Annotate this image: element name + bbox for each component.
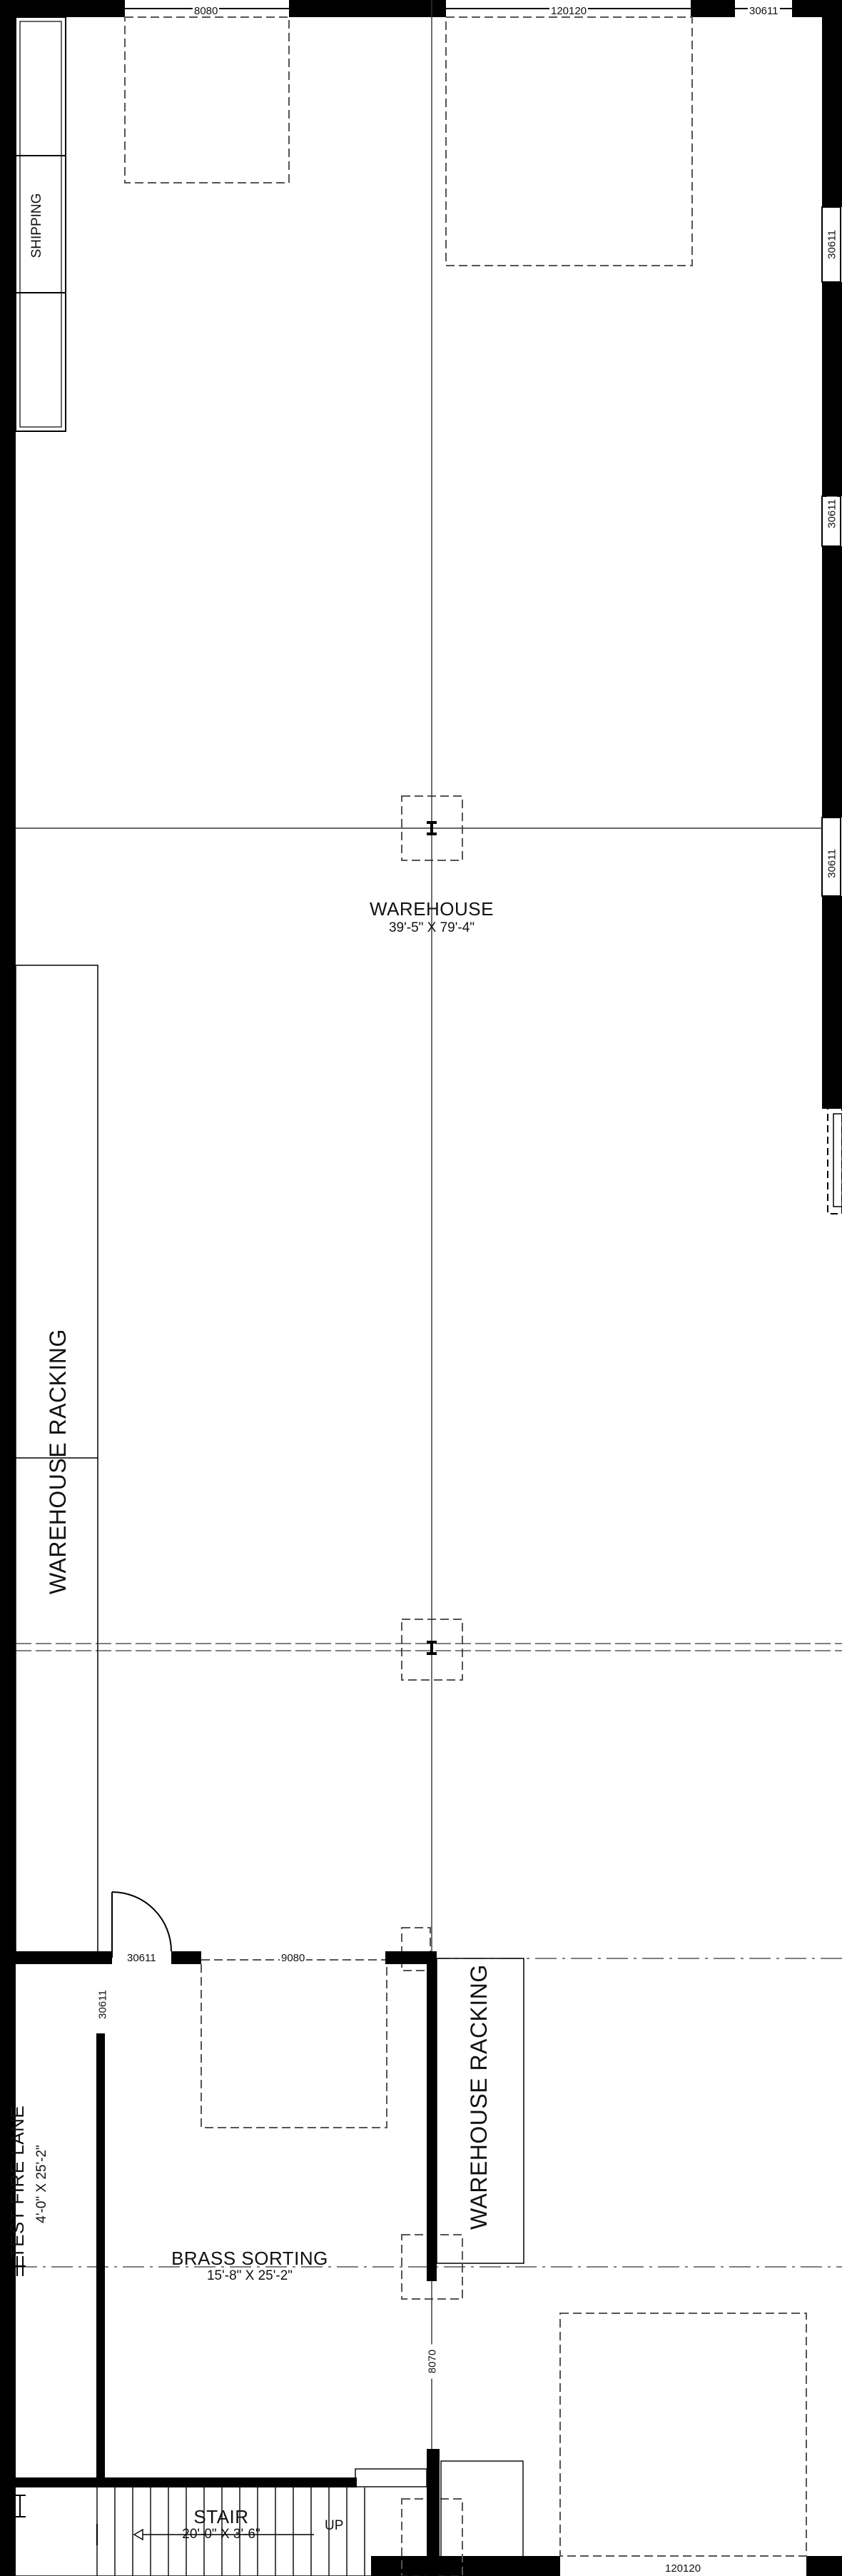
- area-label-shipping: SHIPPING: [29, 193, 44, 258]
- room-dims-warehouse: 39'-5" X 79'-4": [388, 920, 475, 935]
- shipping-shelving: [15, 16, 66, 432]
- door-tag-120120-bottom: 120120: [664, 2562, 703, 2575]
- expansion-joint: [16, 1643, 842, 1651]
- room-name-brass-sorting: BRASS SORTING: [171, 2248, 328, 2269]
- grid-lines: [16, 0, 822, 2576]
- right-wall-openings: [821, 206, 842, 1214]
- left-wall-markers: [14, 2256, 26, 2517]
- room-name-stair: STAIR: [193, 2506, 249, 2527]
- door-tag-8080: 8080: [193, 5, 220, 17]
- room-dims-brass-sorting: 15'-8" X 25'-2": [206, 2268, 293, 2283]
- door-tag-30611-right-1: 30611: [826, 227, 838, 262]
- stair: [16, 2460, 524, 2576]
- stair-up-label: UP: [325, 2518, 344, 2533]
- door-tag-30611-right-2: 30611: [826, 496, 838, 531]
- right-racking: [436, 1958, 524, 2264]
- door-tag-120120-top: 120120: [549, 5, 589, 17]
- columns: [427, 821, 437, 1655]
- door-tag-9080: 9080: [280, 1952, 307, 1964]
- door-tag-30611-right-3: 30611: [826, 846, 838, 881]
- room-name-test-fire-lane: TEST FIRE LANE: [6, 2105, 28, 2259]
- door-tag-30611-interior: 30611: [126, 1952, 158, 1964]
- room-dims-stair: 20'-0" X 3'-6": [182, 2527, 260, 2542]
- door-tag-30611-top: 30611: [748, 5, 780, 17]
- interior-walls: [16, 1951, 440, 2576]
- door-tag-8070: 8070: [427, 2344, 439, 2379]
- room-dims-test-fire-lane: 4'-0" X 25'-2": [34, 2145, 49, 2223]
- area-label-warehouse-racking-left: WAREHOUSE RACKING: [45, 1329, 71, 1594]
- swing-door: [111, 1891, 172, 1958]
- area-label-warehouse-racking-right: WAREHOUSE RACKING: [466, 1964, 492, 2230]
- room-name-warehouse: WAREHOUSE: [370, 898, 494, 920]
- door-tag-30611-vertical: 30611: [97, 1987, 109, 2022]
